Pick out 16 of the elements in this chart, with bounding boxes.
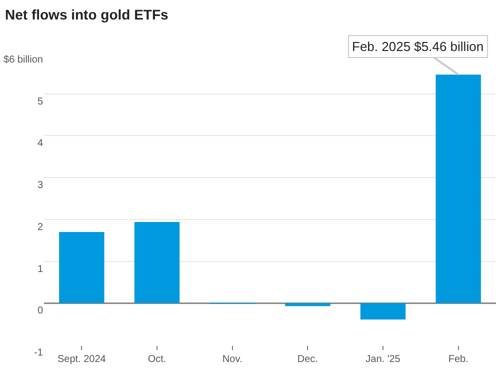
y-tick-label: 1 xyxy=(37,264,44,275)
y-tick-label: $6 billion xyxy=(4,54,43,66)
x-tick-label: Oct. xyxy=(148,354,166,365)
y-tick-label: 0 xyxy=(37,306,44,317)
x-tick-label: Dec. xyxy=(297,354,318,365)
annotation: Feb. 2025 $5.46 billion xyxy=(352,39,484,54)
y-tick-label: 4 xyxy=(37,138,44,150)
y-tick-label: -1 xyxy=(34,348,44,358)
y-tick-label: 3 xyxy=(37,180,44,192)
chart-title: Net flows into gold ETFs xyxy=(5,6,169,23)
x-tick-label: Jan. '25 xyxy=(366,354,401,365)
x-tick-label: Nov. xyxy=(222,354,242,365)
x-tick-label: Feb. xyxy=(448,354,468,365)
x-tick-label: Sept. 2024 xyxy=(57,354,106,365)
y-tick-label: 5 xyxy=(37,96,44,108)
y-tick-label: 2 xyxy=(37,222,44,233)
